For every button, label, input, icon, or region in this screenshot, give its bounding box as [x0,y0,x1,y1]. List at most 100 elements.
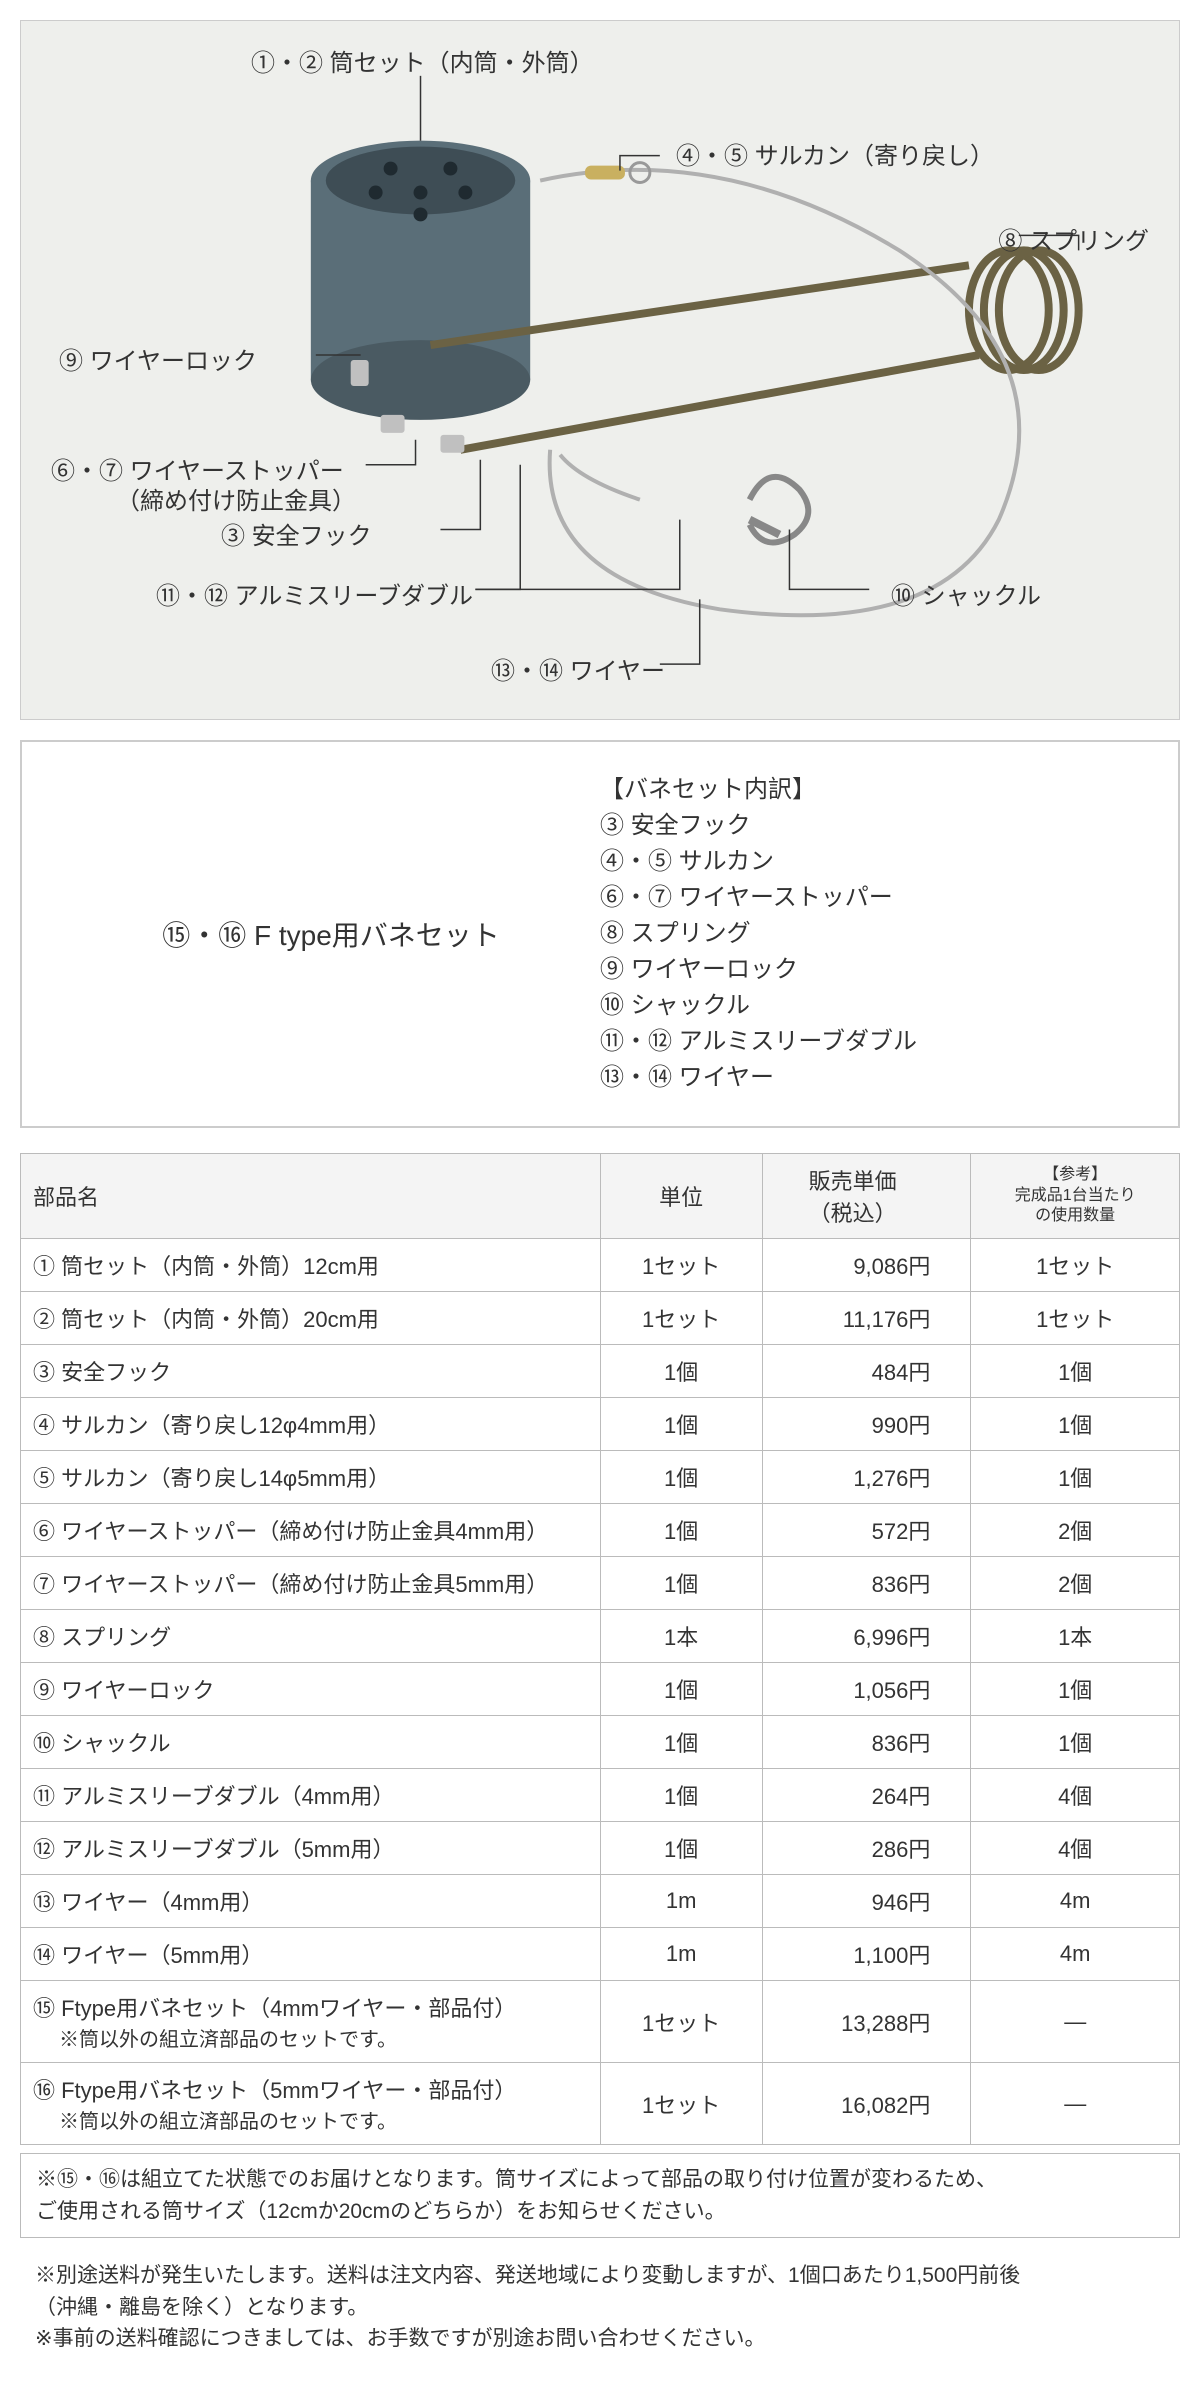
cell-price: 16,082円 [762,2063,971,2145]
cell-name: ⑭ ワイヤー（5mm用） [21,1928,601,1981]
cell-name: ⑪ アルミスリーブダブル（4mm用） [21,1769,601,1822]
th-ref: 【参考】 完成品1台当たり の使用数量 [971,1154,1180,1239]
label-shackle: ⑩ シャックル [891,576,1041,611]
table-row: ⑨ ワイヤーロック1個1,056円1個 [21,1663,1180,1716]
cell-name: ④ サルカン（寄り戻し12φ4mm用） [21,1398,601,1451]
cylinder-icon [311,141,530,420]
cell-name: ⑮ Ftype用バネセット（4mmワイヤー・部品付）※筒以外の組立済部品のセット… [21,1981,601,2063]
label-wirelock: ⑨ ワイヤーロック [59,341,257,376]
table-row: ⑩ シャックル1個836円1個 [21,1716,1180,1769]
label-wire: ⑬・⑭ ワイヤー [491,651,665,686]
table-row: ⑮ Ftype用バネセット（4mmワイヤー・部品付）※筒以外の組立済部品のセット… [21,1981,1180,2063]
table-row: ⑧ スプリング1本6,996円1本 [21,1610,1180,1663]
cell-unit: 1個 [600,1663,762,1716]
cell-price: 1,056円 [762,1663,971,1716]
table-row: ⑦ ワイヤーストッパー（締め付け防止金具5mm用）1個836円2個 [21,1557,1180,1610]
cell-name: ② 筒セット（内筒・外筒）20cm用 [21,1292,601,1345]
cell-ref: 2個 [971,1504,1180,1557]
table-row: ⑫ アルミスリーブダブル（5mm用）1個286円4個 [21,1822,1180,1875]
cell-unit: 1本 [600,1610,762,1663]
table-row: ⑯ Ftype用バネセット（5mmワイヤー・部品付）※筒以外の組立済部品のセット… [21,2063,1180,2145]
label-tube: ①・② 筒セット（内筒・外筒） [251,43,594,78]
label-sleeve: ⑪・⑫ アルミスリーブダブル [156,576,473,611]
set-item: ④・⑤ サルカン [600,844,1138,880]
cell-unit: 1セット [600,1239,762,1292]
cell-name: ⑥ ワイヤーストッパー（締め付け防止金具4mm用） [21,1504,601,1557]
cell-unit: 1個 [600,1345,762,1398]
cell-price: 264円 [762,1769,971,1822]
table-row: ⑭ ワイヤー（5mm用）1m1,100円4m [21,1928,1180,1981]
cell-name: ⑦ ワイヤーストッパー（締め付け防止金具5mm用） [21,1557,601,1610]
set-item: ⑨ ワイヤーロック [600,952,1138,988]
set-item: ⑬・⑭ ワイヤー [600,1060,1138,1096]
cell-price: 286円 [762,1822,971,1875]
cell-unit: 1m [600,1875,762,1928]
cell-price: 11,176円 [762,1292,971,1345]
cell-ref: 1個 [971,1451,1180,1504]
set-item: ⑧ スプリング [600,916,1138,952]
cell-name: ⑨ ワイヤーロック [21,1663,601,1716]
table-row: ③ 安全フック1個484円1個 [21,1345,1180,1398]
label-sarukan: ④・⑤ サルカン（寄り戻し） [676,136,994,171]
label-hook: ③ 安全フック [221,516,372,551]
cell-ref: 2個 [971,1557,1180,1610]
cell-ref: 1セット [971,1292,1180,1345]
cell-unit: 1個 [600,1557,762,1610]
cell-ref: 1個 [971,1716,1180,1769]
footnote-shipping: ※別途送料が発生いたします。送料は注文内容、発送地域により変動しますが、1個口あ… [20,2250,1180,2365]
table-row: ⑪ アルミスリーブダブル（4mm用）1個264円4個 [21,1769,1180,1822]
cell-subnote: ※筒以外の組立済部品のセットです。 [33,2105,588,2134]
cell-unit: 1個 [600,1822,762,1875]
swivel-icon [585,163,650,183]
set-list: 【バネセット内訳】 ③ 安全フック ④・⑤ サルカン ⑥・⑦ ワイヤーストッパー… [600,772,1138,1096]
cell-unit: 1個 [600,1451,762,1504]
set-item: ③ 安全フック [600,808,1138,844]
cell-unit: 1個 [600,1769,762,1822]
price-table: 部品名 単位 販売単価 （税込） 【参考】 完成品1台当たり の使用数量 ① 筒… [20,1153,1180,2145]
cell-name: ⑬ ワイヤー（4mm用） [21,1875,601,1928]
cell-unit: 1個 [600,1398,762,1451]
cell-unit: 1個 [600,1504,762,1557]
cell-ref: 4m [971,1928,1180,1981]
cell-price: 836円 [762,1557,971,1610]
cell-name: ③ 安全フック [21,1345,601,1398]
table-row: ⑤ サルカン（寄り戻し14φ5mm用）1個1,276円1個 [21,1451,1180,1504]
cell-price: 484円 [762,1345,971,1398]
cell-ref: — [971,2063,1180,2145]
cell-price: 572円 [762,1504,971,1557]
th-name: 部品名 [21,1154,601,1239]
footnote-assembly: ※⑮・⑯は組立てた状態でのお届けとなります。筒サイズによって部品の取り付け位置が… [20,2153,1180,2238]
table-row: ④ サルカン（寄り戻し12φ4mm用）1個990円1個 [21,1398,1180,1451]
cell-ref: — [971,1981,1180,2063]
cell-ref: 1セット [971,1239,1180,1292]
set-item: ⑪・⑫ アルミスリーブダブル [600,1024,1138,1060]
th-price: 販売単価 （税込） [762,1154,971,1239]
parts-diagram: ①・② 筒セット（内筒・外筒） ④・⑤ サルカン（寄り戻し） ⑧ スプリング ⑨… [20,20,1180,720]
cell-unit: 1m [600,1928,762,1981]
cell-name: ① 筒セット（内筒・外筒）12cm用 [21,1239,601,1292]
cell-name: ⑧ スプリング [21,1610,601,1663]
th-unit: 単位 [600,1154,762,1239]
set-box: ⑮・⑯ F type用バネセット 【バネセット内訳】 ③ 安全フック ④・⑤ サ… [20,740,1180,1128]
cell-unit: 1個 [600,1716,762,1769]
cell-price: 9,086円 [762,1239,971,1292]
set-item: ⑥・⑦ ワイヤーストッパー [600,880,1138,916]
cell-name: ⑩ シャックル [21,1716,601,1769]
cell-name: ⑯ Ftype用バネセット（5mmワイヤー・部品付）※筒以外の組立済部品のセット… [21,2063,601,2145]
shackle-icon [750,477,809,543]
cell-ref: 4個 [971,1769,1180,1822]
cell-ref: 4m [971,1875,1180,1928]
cell-ref: 1個 [971,1398,1180,1451]
cell-price: 990円 [762,1398,971,1451]
cell-subnote: ※筒以外の組立済部品のセットです。 [33,2023,588,2052]
cell-name: ⑫ アルミスリーブダブル（5mm用） [21,1822,601,1875]
table-row: ⑥ ワイヤーストッパー（締め付け防止金具4mm用）1個572円2個 [21,1504,1180,1557]
table-header-row: 部品名 単位 販売単価 （税込） 【参考】 完成品1台当たり の使用数量 [21,1154,1180,1239]
set-title: ⑮・⑯ F type用バネセット [62,914,600,954]
label-spring: ⑧ スプリング [998,221,1149,256]
cell-ref: 4個 [971,1822,1180,1875]
table-row: ① 筒セット（内筒・外筒）12cm用1セット9,086円1セット [21,1239,1180,1292]
cell-unit: 1セット [600,1981,762,2063]
cell-unit: 1セット [600,2063,762,2145]
cell-price: 836円 [762,1716,971,1769]
